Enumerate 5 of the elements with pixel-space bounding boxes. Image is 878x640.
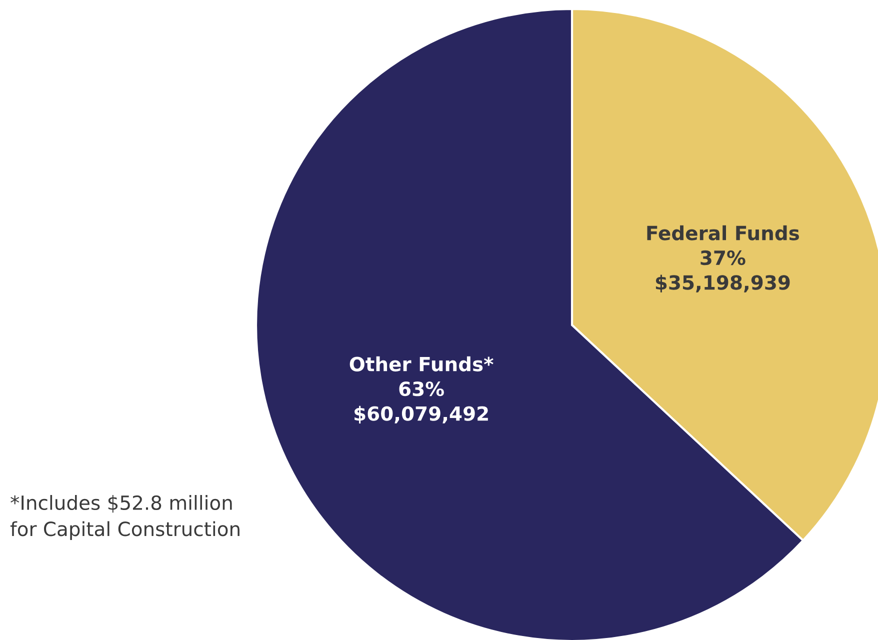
text: *Includes $52.8 million for Capital Construction [10, 495, 240, 540]
data-label: 37% $35,198,939 [656, 250, 790, 292]
slice-label: Federal Funds [647, 225, 799, 240]
slice-label: Other Funds* [350, 356, 494, 372]
data-label: 63% $60,079,492 [354, 381, 488, 424]
